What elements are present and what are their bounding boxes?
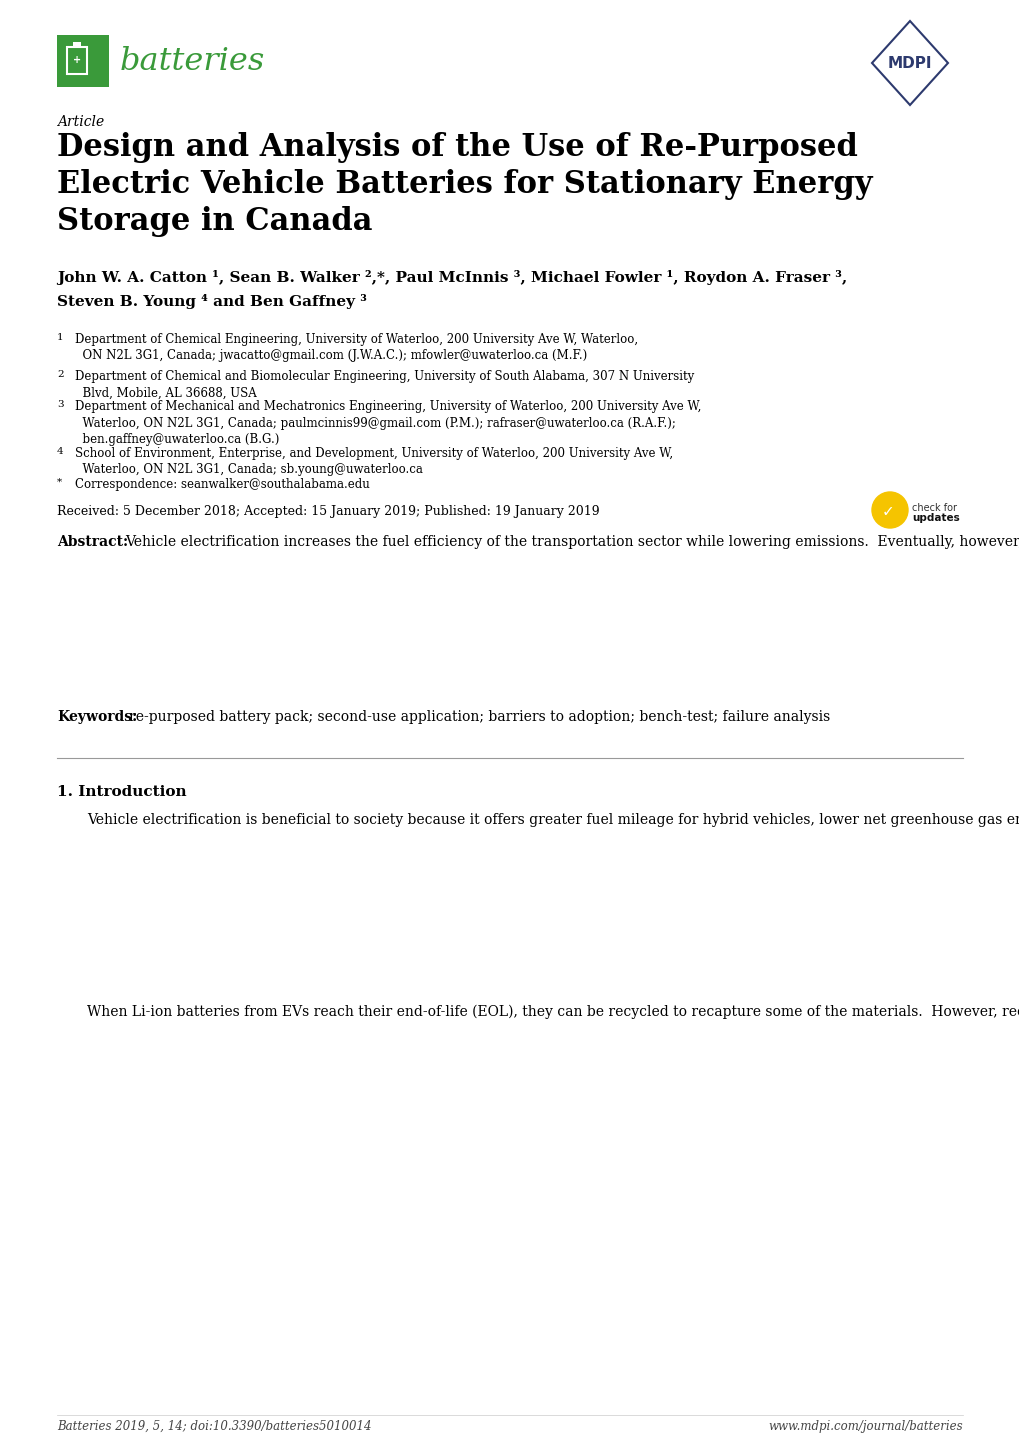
Polygon shape [871,22,947,105]
Text: School of Environment, Enterprise, and Development, University of Waterloo, 200 : School of Environment, Enterprise, and D… [75,447,673,476]
Text: ✓: ✓ [880,505,894,519]
Text: MDPI: MDPI [887,55,931,71]
Text: Keywords:: Keywords: [57,709,138,724]
Text: 2: 2 [57,371,63,379]
Text: When Li-ion batteries from EVs reach their end-of-life (EOL), they can be recycl: When Li-ion batteries from EVs reach the… [87,1005,1019,1019]
Text: 4: 4 [57,447,63,456]
Bar [73,42,81,48]
Text: Department of Mechanical and Mechatronics Engineering, University of Waterloo, 2: Department of Mechanical and Mechatronic… [75,399,701,446]
Text: 1. Introduction: 1. Introduction [57,784,186,799]
Text: Steven B. Young ⁴ and Ben Gaffney ³: Steven B. Young ⁴ and Ben Gaffney ³ [57,294,367,309]
Text: updates: updates [911,513,959,523]
Text: Batteries 2019, 5, 14; doi:10.3390/batteries5010014: Batteries 2019, 5, 14; doi:10.3390/batte… [57,1420,371,1433]
Text: Received: 5 December 2018; Accepted: 15 January 2019; Published: 19 January 2019: Received: 5 December 2018; Accepted: 15 … [57,505,599,518]
Text: Article: Article [57,115,104,128]
Text: 3: 3 [57,399,63,410]
Text: check for: check for [911,503,956,513]
Text: Vehicle electrification is beneficial to society because it offers greater fuel : Vehicle electrification is beneficial to… [87,813,1019,828]
Text: Correspondence: seanwalker@southalabama.edu: Correspondence: seanwalker@southalabama.… [75,477,370,490]
Text: re-purposed battery pack; second-use application; barriers to adoption; bench-te: re-purposed battery pack; second-use app… [128,709,829,724]
Text: Abstract:: Abstract: [57,535,128,549]
Text: *: * [57,477,62,487]
Text: John W. A. Catton ¹, Sean B. Walker ²,*, Paul McInnis ³, Michael Fowler ¹, Roydo: John W. A. Catton ¹, Sean B. Walker ²,*,… [57,270,847,286]
Bar [57,35,109,87]
Text: Department of Chemical Engineering, University of Waterloo, 200 University Ave W: Department of Chemical Engineering, Univ… [75,333,638,362]
Bar [67,48,87,74]
Text: Design and Analysis of the Use of Re-Purposed
Electric Vehicle Batteries for Sta: Design and Analysis of the Use of Re-Pur… [57,133,871,236]
Text: batteries: batteries [120,46,265,76]
Text: www.mdpi.com/journal/batteries: www.mdpi.com/journal/batteries [767,1420,962,1433]
Circle shape [871,492,907,528]
Text: Department of Chemical and Biomolecular Engineering, University of South Alabama: Department of Chemical and Biomolecular … [75,371,694,399]
Text: Vehicle electrification increases the fuel efficiency of the transportation sect: Vehicle electrification increases the fu… [125,535,1019,549]
Text: +: + [73,55,81,65]
Text: 1: 1 [57,333,63,342]
